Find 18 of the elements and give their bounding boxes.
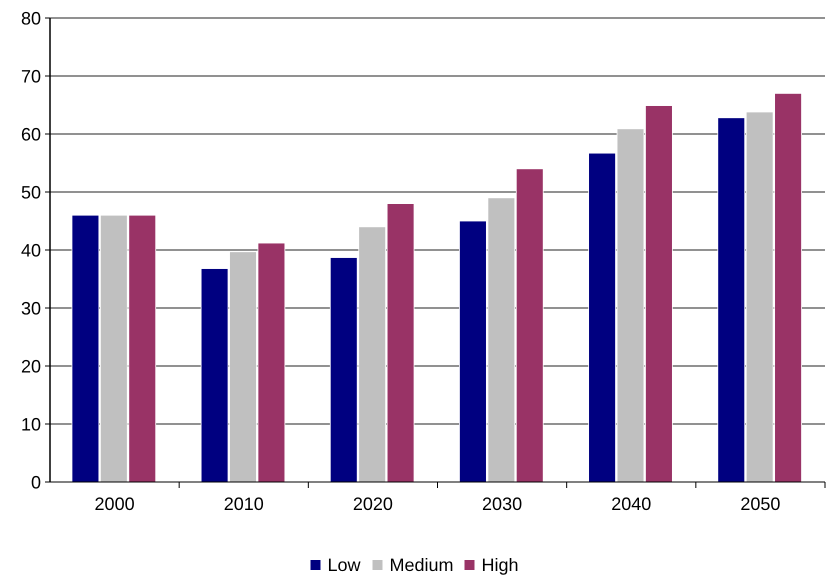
x-tick-label: 2010 [224, 494, 264, 514]
y-tick-label: 0 [30, 472, 41, 492]
x-tick-label: 2050 [740, 494, 780, 514]
y-tick-label: 10 [20, 414, 41, 434]
y-tick-label: 20 [20, 356, 41, 376]
x-tick-label: 2020 [352, 494, 393, 514]
legend-label: High [482, 555, 519, 575]
y-tick-label: 40 [20, 240, 41, 260]
y-tick-label: 60 [20, 124, 41, 144]
x-tick-label: 2000 [94, 494, 135, 514]
x-tick-label: 2030 [482, 494, 522, 514]
y-tick-label: 50 [20, 182, 41, 202]
x-tick-label: 2040 [611, 494, 652, 514]
y-tick-label: 30 [20, 298, 41, 318]
y-tick-label: 80 [20, 8, 41, 28]
legend-label: Low [328, 555, 362, 575]
y-tick-label: 70 [20, 66, 41, 86]
legend-label: Medium [390, 555, 454, 575]
